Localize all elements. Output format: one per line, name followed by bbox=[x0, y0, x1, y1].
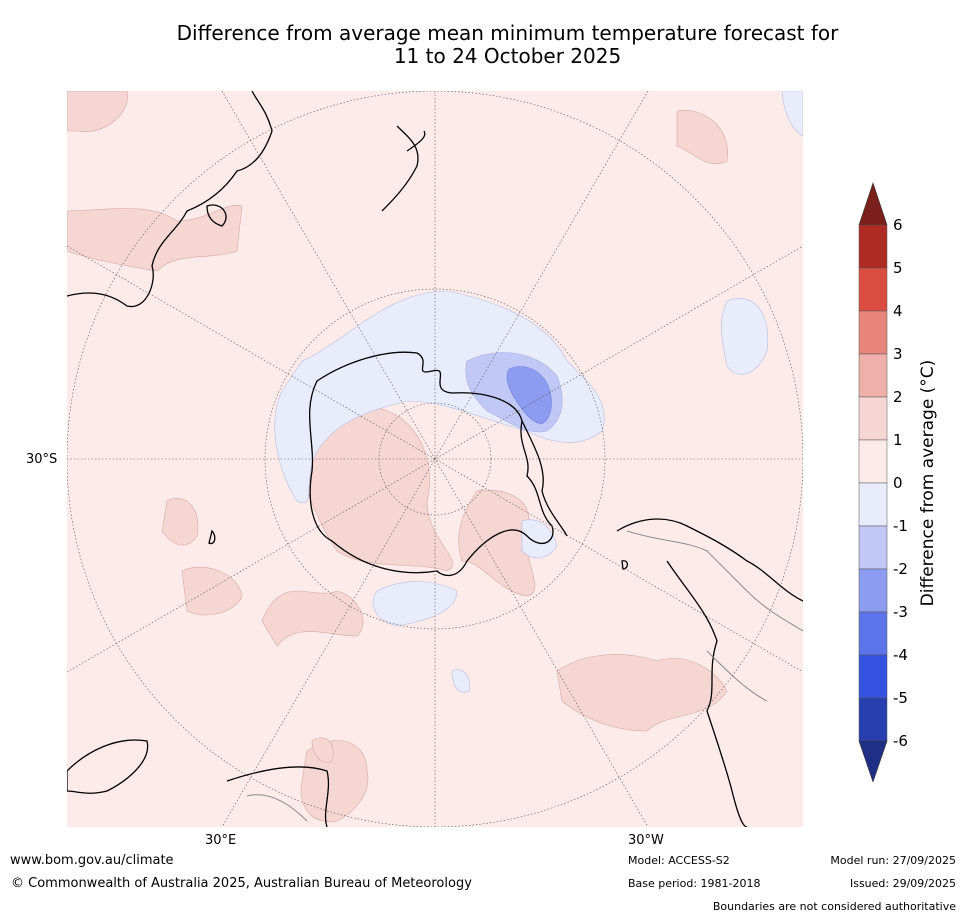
colorbar-segment bbox=[858, 267, 888, 312]
south-america-coast bbox=[616, 518, 803, 827]
cold-patch-pacific-east bbox=[720, 298, 769, 375]
model-run-text: Model run: 27/09/2025 bbox=[830, 854, 956, 867]
title-line-1: Difference from average mean minimum tem… bbox=[176, 21, 839, 45]
colorbar-segment bbox=[858, 310, 888, 355]
warm-anomaly-layer bbox=[67, 91, 728, 823]
warm-patch-south-atlantic bbox=[458, 489, 536, 597]
africa-coast bbox=[67, 739, 330, 827]
copyright-text: © Commonwealth of Australia 2025, Austra… bbox=[11, 876, 472, 891]
website-link[interactable]: www.bom.gov.au/climate bbox=[10, 853, 174, 868]
colorbar-segment bbox=[858, 697, 888, 742]
colorbar-segment bbox=[858, 654, 888, 699]
warm-patch-atlantic-small bbox=[161, 498, 199, 546]
colorbar-segment bbox=[858, 439, 888, 484]
colorbar-tick-label: -3 bbox=[893, 603, 908, 621]
colorbar-tick-label: -6 bbox=[893, 732, 908, 750]
disclaimer-text: Boundaries are not considered authoritat… bbox=[712, 900, 956, 913]
warm-patch-patagonia bbox=[556, 654, 728, 732]
model-text: Model: ACCESS-S2 bbox=[628, 854, 730, 867]
warm-patch-southern-africa bbox=[300, 740, 369, 823]
colorbar-extend-bottom bbox=[858, 740, 888, 782]
colorbar-segment bbox=[858, 611, 888, 656]
polar-map bbox=[67, 91, 803, 827]
colorbar-tick-label: -2 bbox=[893, 560, 908, 578]
lon-label-30w: 30°W bbox=[628, 833, 664, 848]
cold-anomaly-layer bbox=[274, 91, 803, 693]
title-line-2: 11 to 24 October 2025 bbox=[393, 44, 622, 68]
colorbar-tick-label: 2 bbox=[893, 388, 903, 406]
colorbar-tick-label: 0 bbox=[893, 474, 903, 492]
boundaries bbox=[246, 530, 803, 822]
tasmania bbox=[206, 204, 227, 227]
new-zealand bbox=[381, 125, 426, 212]
cold-patch-atlantic bbox=[521, 519, 558, 559]
colorbar-tick-label: 6 bbox=[893, 216, 903, 234]
lat-label-30s: 30°S bbox=[26, 452, 58, 467]
issued-text: Issued: 29/09/2025 bbox=[849, 877, 956, 890]
colorbar-tick-label: 1 bbox=[893, 431, 903, 449]
warm-patch-atlantic-mid bbox=[181, 566, 243, 616]
colorbar-tick-label: 5 bbox=[893, 259, 903, 277]
colorbar-extend-top bbox=[858, 182, 888, 226]
base-period-text: Base period: 1981-2018 bbox=[628, 877, 761, 890]
lon-label-30e: 30°E bbox=[205, 833, 237, 848]
cold-patch-indian-ocean bbox=[372, 581, 458, 627]
falklands bbox=[621, 560, 629, 570]
cold-patch-core bbox=[506, 366, 552, 425]
chart-title: Difference from average mean minimum tem… bbox=[0, 22, 965, 68]
warm-patch-south-pacific bbox=[676, 110, 728, 164]
colorbar-segment bbox=[858, 568, 888, 613]
madagascar bbox=[208, 529, 216, 545]
warm-patch-australia bbox=[67, 91, 243, 272]
coastlines bbox=[67, 91, 803, 827]
colorbar-tick-label: -5 bbox=[893, 689, 908, 707]
warm-patch-indian-ocean bbox=[261, 590, 364, 647]
colorbar-segments bbox=[858, 182, 888, 782]
cold-patch-corner bbox=[781, 91, 803, 137]
colorbar-segment bbox=[858, 224, 888, 269]
antarctic-peninsula bbox=[521, 420, 568, 537]
colorbar-segment bbox=[858, 482, 888, 527]
graticule bbox=[67, 91, 803, 827]
colorbar-tick-label: 3 bbox=[893, 345, 903, 363]
map-svg bbox=[67, 91, 803, 827]
colorbar-tick-label: -1 bbox=[893, 517, 908, 535]
colorbar bbox=[858, 182, 888, 782]
colorbar-segment bbox=[858, 525, 888, 570]
colorbar-title: Difference from average (°C) bbox=[918, 359, 938, 607]
colorbar-tick-label: -4 bbox=[893, 646, 908, 664]
warm-patch-indian-south bbox=[311, 737, 334, 763]
colorbar-tick-label: 4 bbox=[893, 302, 903, 320]
australia-coast bbox=[67, 91, 273, 308]
cold-patch-small bbox=[451, 669, 470, 693]
colorbar-segment bbox=[858, 353, 888, 398]
colorbar-segment bbox=[858, 396, 888, 441]
antarctica-coast bbox=[308, 351, 554, 577]
